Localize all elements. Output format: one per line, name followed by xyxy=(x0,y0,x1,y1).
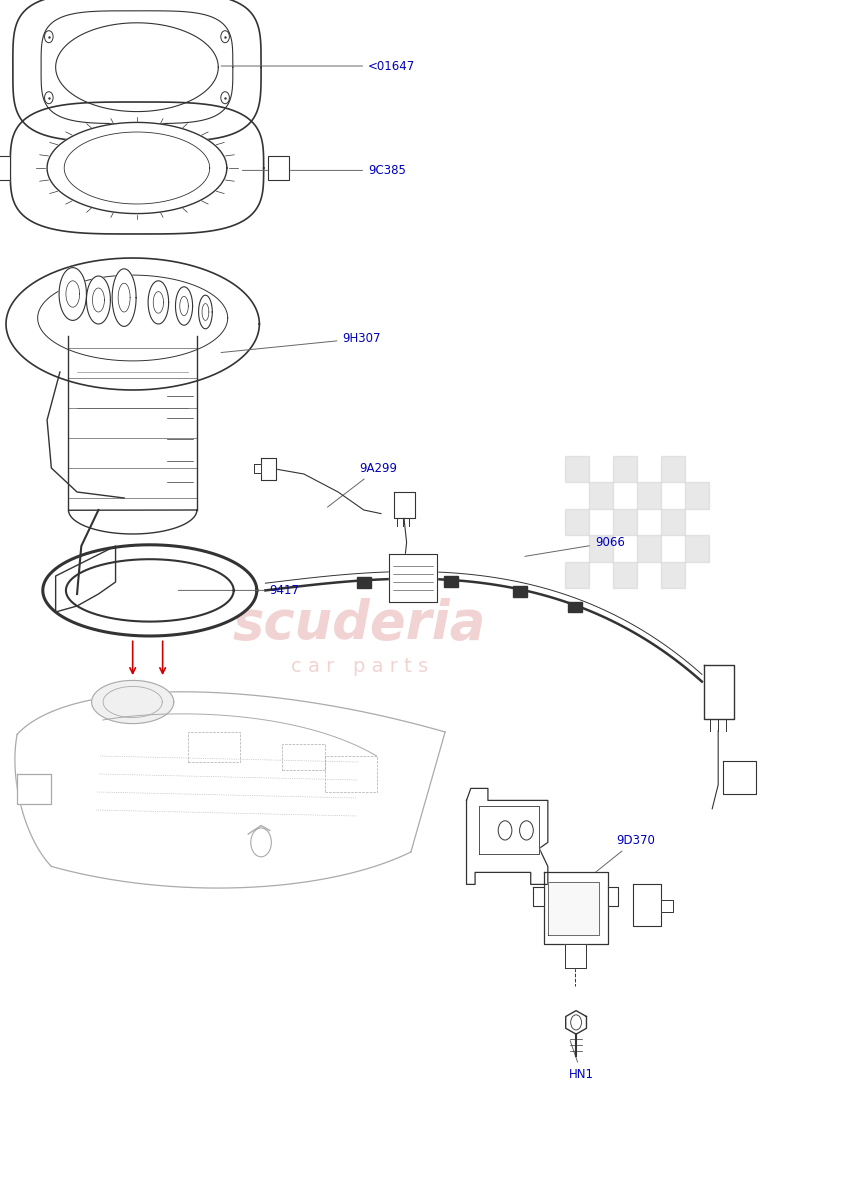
Polygon shape xyxy=(112,269,136,326)
Polygon shape xyxy=(479,806,539,854)
Text: 9A299: 9A299 xyxy=(328,462,397,508)
Text: 9D370: 9D370 xyxy=(589,834,655,878)
Bar xyxy=(661,456,685,482)
Polygon shape xyxy=(357,577,371,588)
Text: 9066: 9066 xyxy=(525,536,625,557)
Polygon shape xyxy=(568,601,582,612)
Polygon shape xyxy=(56,546,116,612)
Text: c a r   p a r t s: c a r p a r t s xyxy=(291,656,428,676)
Bar xyxy=(613,562,637,588)
Polygon shape xyxy=(92,680,174,724)
Polygon shape xyxy=(389,554,437,602)
Polygon shape xyxy=(704,665,734,719)
Bar xyxy=(613,456,637,482)
Circle shape xyxy=(498,821,512,840)
Polygon shape xyxy=(566,1010,586,1034)
Polygon shape xyxy=(6,258,259,390)
Text: 9H307: 9H307 xyxy=(221,332,381,353)
Polygon shape xyxy=(548,882,599,935)
Polygon shape xyxy=(633,884,661,926)
Polygon shape xyxy=(59,268,86,320)
Text: <01647: <01647 xyxy=(221,60,415,72)
Polygon shape xyxy=(86,276,110,324)
Bar xyxy=(565,509,589,535)
Polygon shape xyxy=(261,458,276,480)
Polygon shape xyxy=(444,576,458,587)
Bar xyxy=(637,482,661,509)
Polygon shape xyxy=(10,102,264,234)
Bar xyxy=(565,456,589,482)
Polygon shape xyxy=(268,156,289,180)
Polygon shape xyxy=(66,559,234,622)
Polygon shape xyxy=(565,944,586,968)
Polygon shape xyxy=(43,545,257,636)
Text: 9C385: 9C385 xyxy=(242,164,406,176)
Text: 9417: 9417 xyxy=(178,584,300,596)
Bar xyxy=(565,562,589,588)
Bar xyxy=(661,562,685,588)
Bar xyxy=(637,535,661,562)
Polygon shape xyxy=(544,872,608,944)
Polygon shape xyxy=(175,287,193,325)
Polygon shape xyxy=(254,464,261,473)
Polygon shape xyxy=(17,774,51,804)
Bar xyxy=(589,482,613,509)
Text: HN1: HN1 xyxy=(569,1040,594,1080)
Circle shape xyxy=(571,1015,581,1030)
Circle shape xyxy=(520,821,533,840)
Polygon shape xyxy=(533,887,544,906)
Polygon shape xyxy=(513,586,526,596)
Bar xyxy=(661,509,685,535)
Polygon shape xyxy=(723,761,756,794)
Polygon shape xyxy=(608,887,618,906)
Polygon shape xyxy=(467,788,548,884)
Polygon shape xyxy=(661,900,673,912)
Polygon shape xyxy=(0,156,10,180)
Polygon shape xyxy=(13,0,261,142)
Polygon shape xyxy=(47,122,227,214)
Text: scuderia: scuderia xyxy=(233,598,486,650)
Polygon shape xyxy=(148,281,169,324)
Polygon shape xyxy=(199,295,212,329)
Bar xyxy=(613,509,637,535)
Bar xyxy=(685,535,709,562)
Bar xyxy=(685,482,709,509)
Text: 9180: 9180 xyxy=(511,834,544,864)
Bar xyxy=(589,535,613,562)
Polygon shape xyxy=(394,492,415,518)
